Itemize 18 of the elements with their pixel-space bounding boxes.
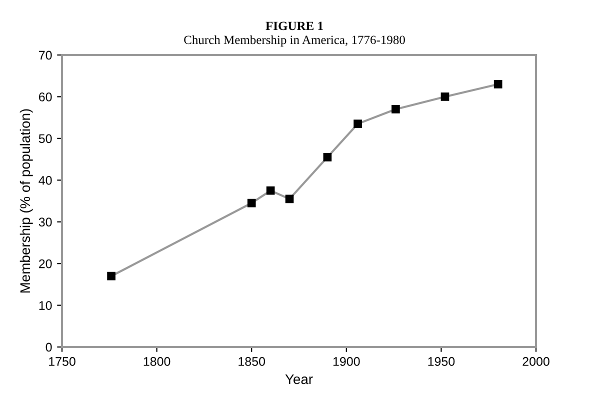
x-tick-label: 2000 [522, 357, 550, 366]
y-tick-label: 20 [39, 259, 52, 268]
y-tick-label: 50 [38, 134, 52, 144]
y-tick-label: 0 [46, 342, 52, 352]
y-tick-label: 30 [38, 218, 52, 227]
chart-title: FIGURE 1 [266, 22, 323, 30]
y-tick-label: 60 [39, 92, 52, 102]
y-tick-label: 10 [39, 301, 52, 310]
x-tick-label: 1850 [238, 357, 266, 366]
x-axis-title: Year [285, 374, 313, 384]
x-tick-label: 1950 [428, 357, 455, 366]
y-tick-label: 70 [39, 50, 52, 60]
y-tick-label: 40 [38, 176, 52, 185]
y-axis-title: Membership (% of population) [20, 109, 33, 292]
x-tick-label: 1900 [333, 357, 360, 366]
x-tick-label: 1800 [144, 357, 170, 366]
x-tick-label: 1750 [49, 357, 76, 366]
chart-subtitle: Church Membership in America, 1776-1980 [184, 35, 405, 47]
